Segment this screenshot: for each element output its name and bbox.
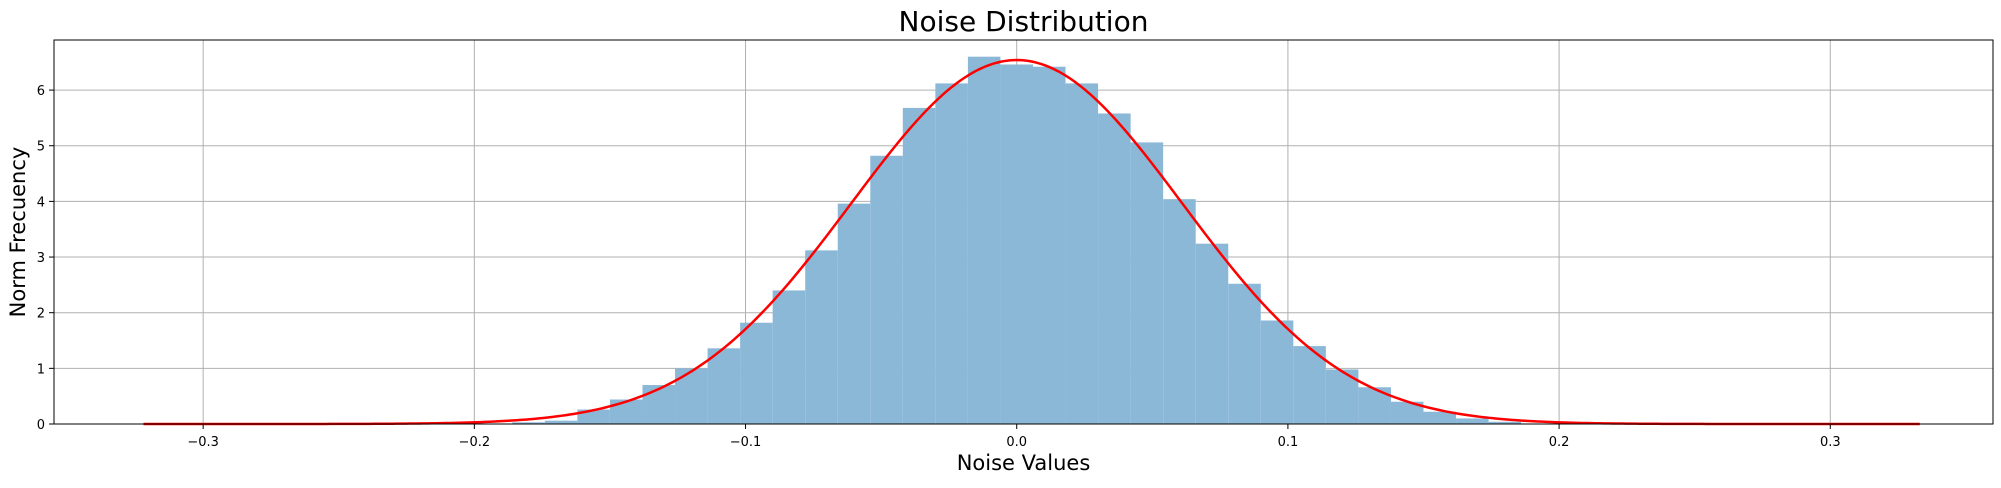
y-axis-label: Norm Frecuency (6, 147, 30, 318)
x-tick-label: 0.0 (1006, 435, 1027, 450)
y-tick-label: 1 (37, 362, 45, 377)
histogram-bar (1293, 346, 1326, 424)
histogram-bar (1195, 243, 1229, 424)
y-tick-label: 4 (37, 195, 45, 210)
histogram-bar (675, 368, 708, 424)
histogram-bar (967, 56, 1001, 425)
histogram-bar (837, 203, 871, 424)
histogram-bar (805, 250, 838, 424)
histogram-bar (1456, 418, 1489, 424)
histogram-bar (577, 409, 610, 424)
x-tick-label: −0.3 (187, 435, 219, 450)
histogram-bar (1488, 421, 1522, 424)
x-axis-label: Noise Values (957, 451, 1091, 475)
plot-frame (53, 39, 1994, 425)
histogram-bar (1032, 66, 1066, 424)
y-tick-label: 6 (37, 84, 45, 99)
histogram-bar (1130, 142, 1164, 424)
x-tick-label: 0.2 (1549, 435, 1570, 450)
y-tick-label: 0 (37, 418, 45, 433)
histogram-bar (707, 348, 741, 424)
histogram-bar (1163, 199, 1196, 424)
chart-title: Noise Distribution (899, 5, 1149, 38)
histogram-bar (1260, 320, 1294, 424)
histogram-bar (512, 422, 545, 424)
histogram-bar (1390, 401, 1424, 424)
histogram-bar (544, 420, 578, 424)
histogram-bar (870, 155, 903, 424)
histogram-bar (1065, 83, 1099, 425)
histogram-bar (740, 322, 773, 424)
y-tick-label: 5 (37, 140, 45, 155)
y-axis-ticks: 0 1 2 3 4 5 6 (37, 84, 54, 433)
x-axis-ticks: −0.3 −0.2 −0.1 0.0 0.1 0.2 0.3 (187, 424, 1841, 450)
histogram-bar (1000, 64, 1033, 425)
histogram-bar (935, 83, 968, 425)
histogram-bars (512, 56, 1522, 425)
x-tick-label: 0.3 (1820, 435, 1841, 450)
x-tick-label: 0.1 (1278, 435, 1299, 450)
histogram-bar (642, 385, 676, 424)
histogram-bar (772, 290, 806, 424)
histogram-bar (1228, 283, 1261, 424)
y-tick-label: 3 (37, 251, 45, 266)
y-tick-label: 2 (37, 307, 45, 322)
x-tick-label: −0.2 (459, 435, 491, 450)
histogram-bar (1423, 411, 1457, 424)
histogram-bar (609, 399, 643, 424)
histogram-bar (902, 107, 936, 424)
histogram-bar (1098, 113, 1131, 424)
x-tick-label: −0.1 (730, 435, 762, 450)
